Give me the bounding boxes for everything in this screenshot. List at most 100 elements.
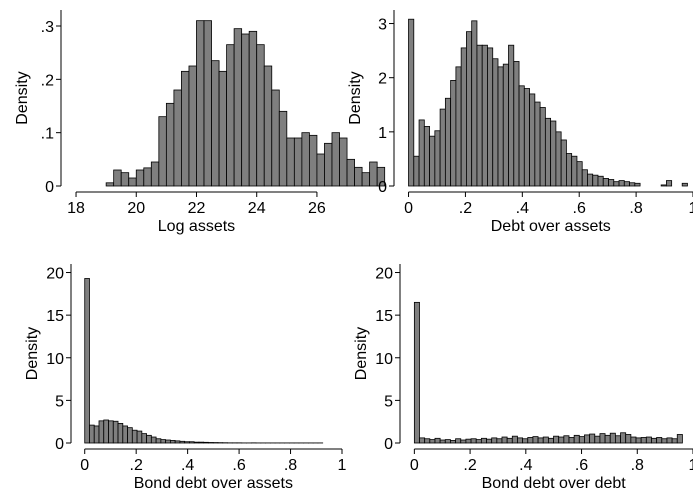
y-tick-label: .3: [41, 19, 54, 36]
histogram-bar: [613, 181, 620, 187]
histogram-bar: [522, 438, 529, 444]
histogram-bar: [629, 182, 636, 187]
histogram-bar: [513, 61, 520, 187]
histogram-bar: [553, 435, 560, 444]
x-tick-label: 1: [338, 457, 347, 474]
x-tick-label: .6: [573, 200, 586, 217]
histogram-bar: [84, 278, 90, 444]
histogram-bar: [271, 89, 280, 187]
x-tick-label: .4: [181, 457, 194, 474]
histogram-bar: [630, 436, 637, 444]
histogram-bar: [93, 425, 100, 444]
y-tick-label: 5: [55, 393, 64, 410]
histogram-bar: [424, 438, 431, 444]
histogram-bar: [141, 433, 147, 444]
histogram-bar: [127, 427, 133, 444]
histogram-bar: [608, 179, 615, 187]
histogram-bar: [455, 438, 462, 444]
histogram-bar: [158, 116, 167, 187]
histogram-bar: [532, 436, 539, 444]
histogram-bar: [508, 44, 515, 187]
histogram-bar: [218, 70, 228, 187]
y-axis-title: Density: [24, 327, 41, 380]
x-tick-label: .4: [519, 457, 532, 474]
histogram-bar: [460, 47, 467, 187]
histogram-bar: [634, 182, 641, 187]
histogram-bar: [594, 435, 601, 444]
histogram-bar: [534, 101, 541, 187]
y-tick-label: 2: [378, 71, 387, 88]
histogram-bar: [89, 424, 95, 444]
histogram-bar: [460, 439, 467, 444]
histogram-bar: [555, 131, 562, 187]
histogram-bar: [301, 132, 310, 187]
histogram-bar: [609, 432, 616, 444]
histogram-bar: [105, 182, 115, 187]
histogram-bar: [660, 184, 667, 187]
histogram-bar: [429, 439, 436, 444]
histogram-bar: [620, 432, 627, 444]
histogram-bar: [146, 434, 152, 444]
histogram-bar: [324, 142, 333, 187]
histogram-bar: [592, 174, 599, 187]
histogram-bar: [241, 33, 250, 187]
histogram-bar: [165, 439, 171, 444]
histogram-bar: [450, 80, 457, 187]
y-axis-title: Density: [353, 327, 370, 380]
histogram-bar: [539, 107, 546, 187]
histogram-bar: [623, 181, 630, 187]
x-axis-title: Log assets: [158, 218, 235, 235]
histogram-bar: [571, 155, 578, 187]
histogram-bar: [169, 440, 176, 444]
histogram-bar: [529, 93, 536, 187]
x-axis-title: Bond debt over assets: [134, 475, 293, 489]
histogram-bar: [602, 178, 609, 187]
histogram-bar: [434, 437, 441, 444]
histogram-bar: [476, 44, 483, 187]
histogram-bar: [376, 166, 386, 187]
histogram-bar: [256, 44, 265, 187]
x-tick-label: 1: [689, 457, 693, 474]
histogram-bar: [196, 20, 205, 187]
x-tick-label: .2: [463, 457, 476, 474]
histogram-bar: [599, 433, 606, 444]
histogram-bar: [413, 301, 420, 444]
histogram-bar: [618, 180, 625, 187]
y-tick-label: 20: [375, 266, 393, 283]
histogram-bar: [471, 20, 478, 187]
histogram-bar: [354, 166, 363, 187]
histogram-bar: [369, 161, 378, 187]
x-tick-label: .8: [629, 200, 642, 217]
histogram-bar: [566, 153, 573, 187]
x-axis-title: Bond debt over debt: [482, 475, 627, 489]
histogram-bar: [408, 18, 415, 187]
histogram-bar: [444, 97, 452, 187]
x-tick-label: 22: [188, 200, 206, 217]
histogram-bar: [419, 437, 426, 444]
histogram-bar: [487, 47, 494, 187]
histogram-bar: [578, 436, 585, 444]
x-tick-label: 26: [308, 200, 326, 217]
histogram-bar: [233, 28, 243, 187]
y-tick-label: 5: [384, 393, 393, 410]
histogram-bar: [584, 434, 591, 444]
histogram-bar: [645, 436, 652, 444]
histogram-bar: [203, 441, 209, 444]
y-axis-title: Density: [14, 71, 31, 124]
x-tick-label: 24: [248, 200, 266, 217]
y-tick-label: 10: [46, 351, 64, 368]
histogram-bar: [181, 70, 190, 187]
histogram-bar: [666, 437, 673, 444]
y-tick-label: 15: [375, 308, 393, 325]
histogram-bar: [661, 438, 668, 444]
histogram-bar: [537, 437, 544, 444]
histogram-bar: [150, 161, 160, 187]
x-tick-label: .6: [232, 457, 245, 474]
histogram-bar: [455, 66, 462, 187]
histogram-bar: [444, 439, 451, 444]
histogram-bar: [155, 438, 162, 444]
histogram-bar: [640, 437, 647, 444]
histogram-bar: [226, 44, 235, 187]
y-axis-title: Density: [347, 71, 364, 124]
